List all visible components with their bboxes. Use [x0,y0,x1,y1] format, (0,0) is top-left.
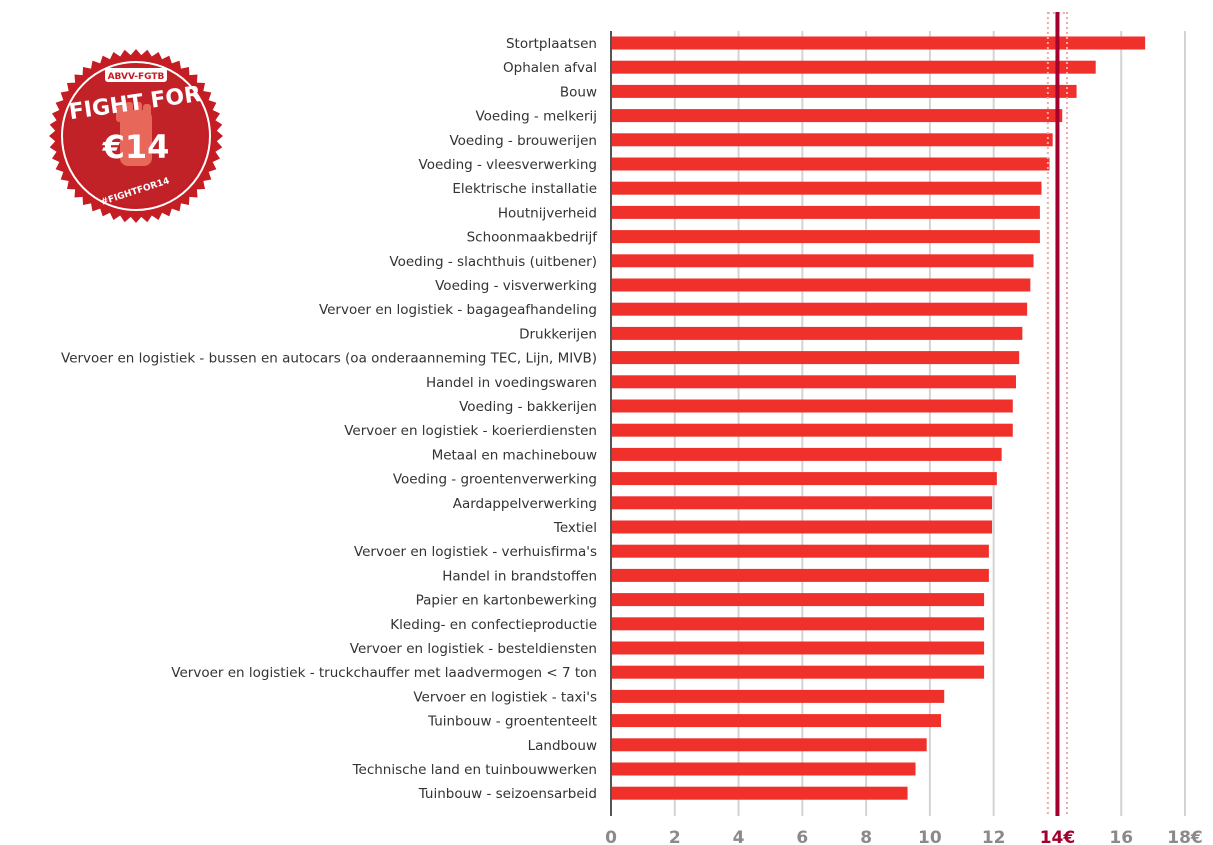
bar [611,544,989,558]
category-label: Voeding - brouwerijen [449,133,597,149]
category-label: Bouw [560,84,597,100]
category-label: Vervoer en logistiek - bussen en autocar… [61,351,597,367]
badge-inner-ring [61,61,211,211]
bar [611,496,993,510]
bar [611,375,1016,389]
x-tick-labels: 0 2 4 6 8 10 12 14€ 16 18€ [605,828,1203,845]
x-tick-label: 14€ [1040,828,1076,845]
category-label: Vervoer en logistiek - bagageafhandeling [319,302,597,318]
x-tick-label: 8 [860,828,872,845]
category-label: Aardappelverwerking [453,496,597,512]
bar [611,689,945,703]
category-label: Textiel [553,520,597,536]
bar [611,278,1031,292]
category-label: Vervoer en logistiek - koerierdiensten [344,423,597,439]
category-label: Voeding - visverwerking [435,278,597,294]
bar [611,84,1077,98]
bar [611,302,1028,316]
category-label: Handel in brandstoffen [442,568,597,584]
category-label: Drukkerijen [519,326,597,342]
category-label: Voeding - slachthuis (uitbener) [389,254,597,270]
badge-org-banner [105,68,167,82]
category-label: Voeding - melkerij [475,109,597,125]
category-label: Voeding - vleesverwerking [419,157,597,173]
category-label: Tuinbouw - groententeelt [427,714,597,730]
x-tick-label: 10 [918,828,942,845]
category-label: Vervoer en logistiek - besteldiensten [350,641,597,657]
bar [611,617,985,631]
category-label: Papier en kartonbewerking [416,593,597,609]
bar [611,520,993,534]
x-tick-label: 12 [982,828,1006,845]
category-label: Landbouw [528,738,597,754]
x-tick-label: 16 [1109,828,1133,845]
bar [611,36,1146,50]
target-line-group [1046,12,1069,816]
bar [611,351,1020,365]
bar [611,472,997,486]
category-labels: Stortplaatsen Ophalen afval Bouw Voeding - … [61,36,598,802]
x-tick-label: 18€ [1167,828,1203,845]
x-tick-label: 2 [669,828,681,845]
bar [611,714,942,728]
bars [611,36,1146,800]
bar [611,157,1050,171]
bar [611,326,1023,340]
bar [611,423,1013,437]
category-label: Metaal en machinebouw [432,447,597,463]
badge-org: ABVV-FGTB [108,72,165,82]
category-label: Tuinbouw - seizoensarbeid [418,786,597,802]
category-label: Voeding - bakkerijen [459,399,597,415]
category-label: Schoonmaakbedrijf [467,230,599,246]
x-tick-label: 0 [605,828,617,845]
category-label: Vervoer en logistiek - verhuisfirma's [354,544,597,560]
bar [611,786,908,800]
fight-for-14-logo: ABVV-FGTB FIGHT FOR €14 #FIGHTFOR14 [49,49,223,223]
x-tick-label: 6 [796,828,808,845]
category-label: Stortplaatsen [506,36,597,52]
bar [611,109,1063,123]
bar [611,447,1002,461]
category-label: Houtnijverheid [498,205,597,221]
bar [611,60,1096,74]
bar [611,641,985,655]
bar [611,230,1040,244]
bar [611,593,985,607]
category-label: Kleding- en confectieproductie [390,617,597,633]
category-label: Technische land en tuinbouwwerken [352,762,597,778]
bar [611,665,985,679]
x-tick-label: 4 [733,828,745,845]
bar [611,762,916,776]
category-label: Voeding - groentenverwerking [393,472,597,488]
category-label: Ophalen afval [503,60,597,76]
badge-amount: €14 [102,128,170,166]
category-label: Handel in voedingswaren [426,375,597,391]
bar [611,738,927,752]
bar [611,254,1034,268]
bar [611,205,1040,219]
bar [611,399,1013,413]
category-label: Elektrische installatie [452,181,597,197]
bar [611,181,1042,195]
bar [611,568,989,582]
category-label: Vervoer en logistiek - taxi's [413,689,597,705]
category-label: Vervoer en logistiek - truckchauffer met… [171,665,597,681]
bar [611,133,1053,147]
fist-icon [116,102,152,166]
